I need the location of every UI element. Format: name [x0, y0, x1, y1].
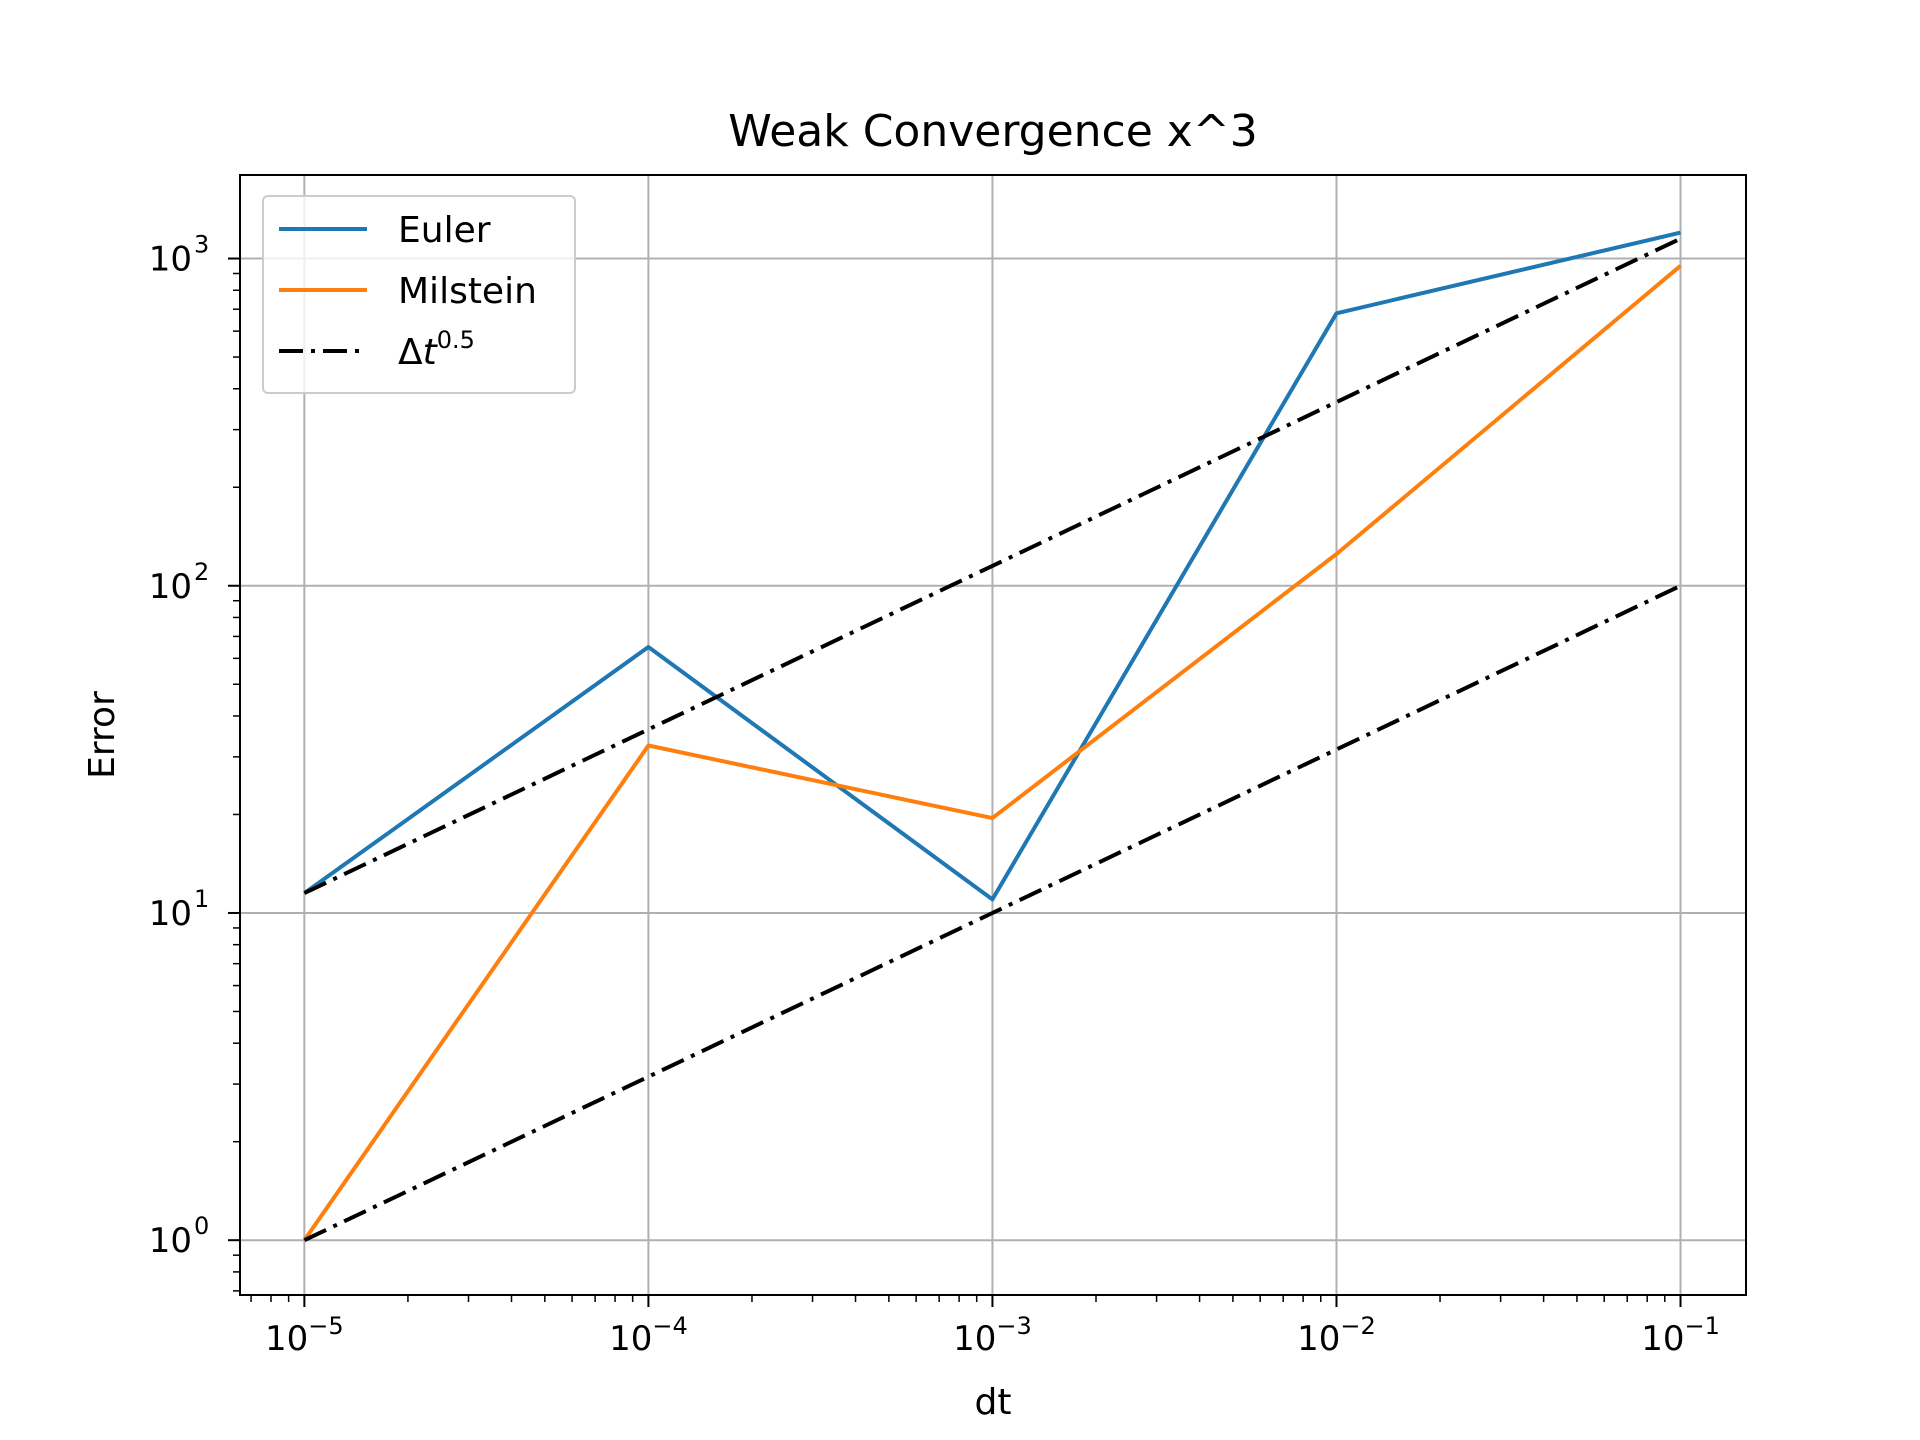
x-tick-label-base: 10 [265, 1319, 308, 1359]
series-line-reference-lower [303, 583, 1682, 1243]
x-tick-label: 10−4 [609, 1312, 688, 1359]
x-axis-label: dt [975, 1382, 1012, 1423]
y-tick-label: 10 [149, 567, 192, 607]
x-tick-label: 10−3 [953, 1312, 1032, 1359]
series-line-milstein [302, 264, 1682, 1242]
y-tick-label-exp: 0 [194, 1212, 209, 1240]
legend: Euler Milstein Δt0.5 [262, 195, 576, 394]
x-tick-label: 10−1 [1641, 1312, 1720, 1359]
y-tick-label: 10 [149, 1221, 192, 1261]
chart-title: Weak Convergence x^3 [728, 106, 1257, 157]
y-tick-label: 10 [149, 240, 192, 280]
x-tick-label-base: 10 [953, 1319, 996, 1359]
x-tick-label-base: 10 [1641, 1319, 1684, 1359]
y-tick-label-exp: 3 [194, 231, 209, 259]
legend-var: t [423, 332, 439, 373]
x-tick-label-exp: −3 [996, 1312, 1031, 1340]
series-layer [302, 230, 1682, 1243]
x-tick-label-base: 10 [609, 1319, 652, 1359]
x-tick-label-exp: −1 [1684, 1312, 1719, 1340]
x-tick-label-exp: −5 [308, 1312, 343, 1340]
x-tick-label: 10−5 [265, 1312, 344, 1359]
y-tick-label: 10 [149, 894, 192, 934]
legend-box [262, 195, 576, 394]
y-tick-label-exp: 1 [194, 885, 209, 913]
legend-sup: 0.5 [437, 326, 475, 354]
legend-label-reference: Δt0.5 [398, 326, 475, 373]
x-tick-label-exp: −2 [1340, 1312, 1375, 1340]
legend-label-euler: Euler [398, 210, 491, 251]
x-tick-label-exp: −4 [652, 1312, 687, 1340]
x-tick-label-base: 10 [1297, 1319, 1340, 1359]
y-tick-label-exp: 2 [194, 558, 209, 586]
series-line-euler [303, 230, 1681, 902]
x-tick-label: 10−2 [1297, 1312, 1376, 1359]
y-axis-label: Error [82, 691, 123, 779]
legend-label-milstein: Milstein [398, 271, 537, 312]
series-line-reference-upper [303, 236, 1682, 895]
legend-delta: Δ [398, 332, 423, 373]
